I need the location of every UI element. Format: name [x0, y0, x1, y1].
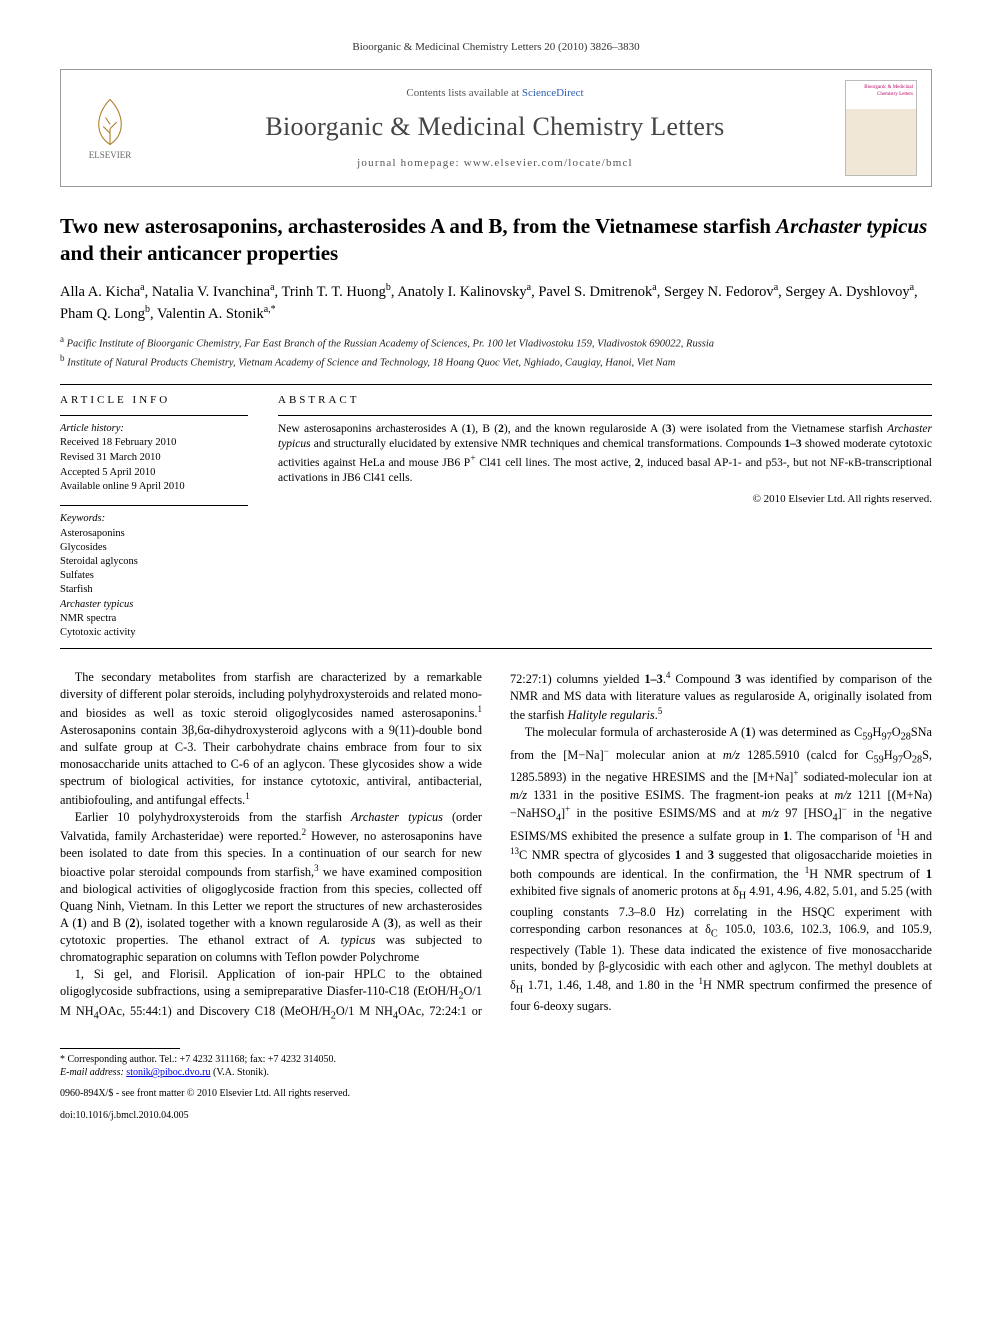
- body-paragraph: The molecular formula of archasteroside …: [510, 724, 932, 1015]
- elsevier-tree-icon: [83, 95, 137, 149]
- title-block: Two new asterosaponins, archasterosides …: [60, 213, 932, 267]
- keywords-label: Keywords:: [60, 512, 248, 527]
- keywords-list: Asterosaponins Glycosides Steroidal agly…: [60, 527, 248, 640]
- body-paragraph: The secondary metabolites from starfish …: [60, 669, 482, 809]
- section-rule-top: [60, 384, 932, 385]
- journal-homepage[interactable]: journal homepage: www.elsevier.com/locat…: [159, 156, 831, 171]
- corr-email-attr: (V.A. Stonik).: [213, 1067, 269, 1078]
- keyword-item: Steroidal aglycons: [60, 555, 248, 569]
- paper-title: Two new asterosaponins, archasterosides …: [60, 213, 932, 267]
- corr-email-link[interactable]: stonik@piboc.dvo.ru: [126, 1067, 210, 1078]
- abstract-column: ABSTRACT New asterosaponins archasterosi…: [278, 393, 932, 640]
- page-footer-row: * Corresponding author. Tel.: +7 4232 31…: [60, 1034, 932, 1123]
- publisher-label: ELSEVIER: [89, 149, 132, 162]
- history-online: Available online 9 April 2010: [60, 480, 248, 495]
- journal-cover-thumbnail: Bioorganic & Medicinal Chemistry Letters: [845, 80, 917, 176]
- corr-tel-fax: * Corresponding author. Tel.: +7 4232 31…: [60, 1053, 481, 1066]
- email-label: E-mail address:: [60, 1067, 124, 1078]
- history-accepted: Accepted 5 April 2010: [60, 466, 248, 481]
- history-received: Received 18 February 2010: [60, 436, 248, 451]
- abstract-heading: ABSTRACT: [278, 393, 932, 408]
- journal-name: Bioorganic & Medicinal Chemistry Letters: [159, 109, 831, 145]
- journal-header-box: ELSEVIER Contents lists available at Sci…: [60, 69, 932, 187]
- author-list: Alla A. Kichaa, Natalia V. Ivanchinaa, T…: [60, 281, 932, 325]
- doi-line: doi:10.1016/j.bmcl.2010.04.005: [60, 1109, 481, 1123]
- article-info-heading: ARTICLE INFO: [60, 393, 248, 408]
- running-header: Bioorganic & Medicinal Chemistry Letters…: [60, 40, 932, 55]
- abstract-copyright: © 2010 Elsevier Ltd. All rights reserved…: [278, 492, 932, 507]
- keyword-item: Glycosides: [60, 541, 248, 555]
- keyword-item: Archaster typicus: [60, 598, 248, 612]
- corresponding-author-footnote: * Corresponding author. Tel.: +7 4232 31…: [60, 1053, 481, 1079]
- history-revised: Revised 31 March 2010: [60, 451, 248, 466]
- affiliations: a Pacific Institute of Bioorganic Chemis…: [60, 333, 932, 370]
- contents-available-line: Contents lists available at ScienceDirec…: [159, 86, 831, 101]
- keyword-item: NMR spectra: [60, 612, 248, 626]
- abstract-text: New asterosaponins archasterosides A (1)…: [278, 422, 932, 487]
- cover-title-mini: Bioorganic & Medicinal Chemistry Letters: [849, 84, 913, 98]
- article-info-column: ARTICLE INFO Article history: Received 1…: [60, 393, 248, 640]
- issn-copyright-line: 0960-894X/$ - see front matter © 2010 El…: [60, 1087, 481, 1101]
- journal-center: Contents lists available at ScienceDirec…: [159, 86, 831, 171]
- info-abstract-row: ARTICLE INFO Article history: Received 1…: [60, 393, 932, 640]
- article-history-label: Article history:: [60, 422, 248, 437]
- keyword-item: Cytotoxic activity: [60, 626, 248, 640]
- section-rule-bottom: [60, 648, 932, 649]
- elsevier-logo: ELSEVIER: [75, 88, 145, 168]
- body-columns: The secondary metabolites from starfish …: [60, 669, 932, 1024]
- keyword-item: Sulfates: [60, 569, 248, 583]
- affiliation-a: a Pacific Institute of Bioorganic Chemis…: [60, 333, 932, 352]
- contents-prefix: Contents lists available at: [406, 87, 521, 99]
- keyword-item: Asterosaponins: [60, 527, 248, 541]
- body-paragraph: Earlier 10 polyhydroxysteroids from the …: [60, 809, 482, 966]
- keyword-item: Starfish: [60, 583, 248, 597]
- sciencedirect-link[interactable]: ScienceDirect: [522, 87, 584, 99]
- affiliation-b: b Institute of Natural Products Chemistr…: [60, 352, 932, 371]
- footnote-separator: [60, 1048, 180, 1049]
